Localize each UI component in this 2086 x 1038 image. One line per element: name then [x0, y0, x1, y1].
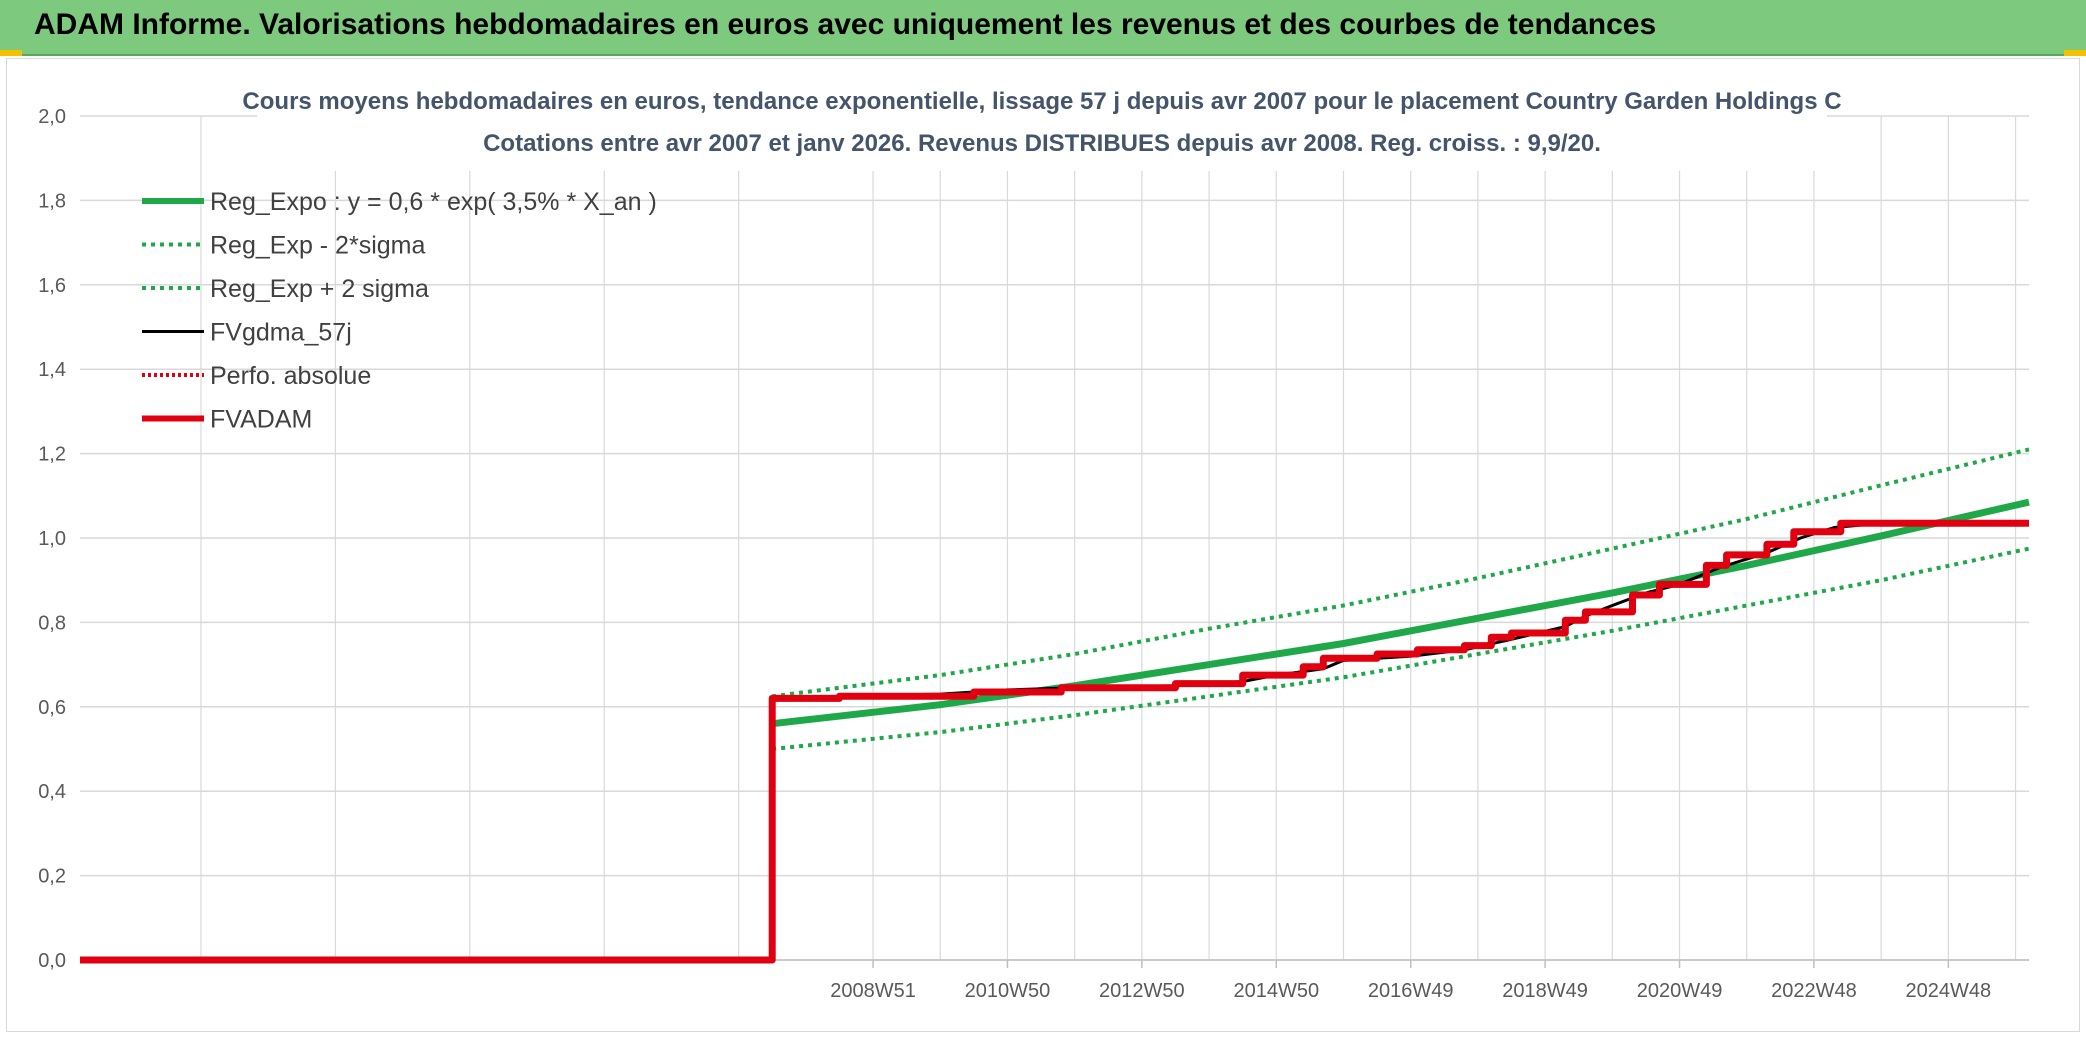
- report-title: ADAM Informe. Valorisations hebdomadaire…: [34, 8, 1657, 41]
- y-tick-label: 1,8: [38, 190, 66, 212]
- legend-label: Reg_Exp + 2 sigma: [210, 275, 429, 303]
- x-tick-label: 2014W50: [1233, 980, 1319, 1002]
- y-tick-label: 0,8: [38, 612, 66, 634]
- y-tick-label: 0,2: [38, 866, 66, 888]
- legend-label: Reg_Exp - 2*sigma: [210, 232, 425, 260]
- series-line-1: [771, 546, 2030, 751]
- y-tick-label: 2,0: [38, 106, 66, 128]
- y-tick-label: 0,6: [38, 697, 66, 719]
- x-tick-label: 2008W51: [830, 980, 916, 1002]
- x-tick-label: 2020W49: [1637, 980, 1723, 1002]
- report-header: ADAM Informe. Valorisations hebdomadaire…: [0, 0, 2086, 56]
- series-line-5: [80, 519, 2029, 964]
- y-tick-label: 1,2: [38, 444, 66, 466]
- chart-title: Cours moyens hebdomadaires en euros, ten…: [242, 88, 1841, 115]
- legend: Reg_Expo : y = 0,6 * exp( 3,5% * X_an ) R…: [142, 188, 657, 434]
- corner-mark-top-left: [0, 50, 22, 56]
- series-line-2: [771, 447, 2030, 699]
- series-line-0: [771, 498, 2030, 728]
- y-tick-label: 0,4: [38, 781, 66, 803]
- x-tick-label: 2010W50: [965, 980, 1051, 1002]
- corner-mark-top-right: [2064, 50, 2086, 56]
- legend-label: Reg_Expo : y = 0,6 * exp( 3,5% * X_an ): [210, 188, 657, 216]
- series-layer: [80, 447, 2030, 964]
- x-tick-label: 2022W48: [1771, 980, 1857, 1002]
- x-tick-label: 2018W49: [1502, 980, 1588, 1002]
- title-backdrop: [257, 65, 1827, 171]
- legend-label: FVgdma_57j: [210, 319, 352, 347]
- legend-label: Perfo. absolue: [210, 362, 371, 390]
- chart-frame: 0,0 0,2 0,4 0,6 0,8 1,0 1,2 1,4 1,6 1,8 2,0 2008W51…: [6, 58, 2080, 1032]
- x-tick-label: 2016W49: [1368, 980, 1454, 1002]
- legend-label: FVADAM: [210, 406, 312, 434]
- y-tick-label: 1,0: [38, 528, 66, 550]
- y-tick-label: 0,0: [38, 950, 66, 972]
- title-layer: Cours moyens hebdomadaires en euros, ten…: [242, 65, 1842, 171]
- axis-layer: 0,0 0,2 0,4 0,6 0,8 1,0 1,2 1,4 1,6 1,8 2,0 2008W51…: [38, 106, 2029, 1002]
- x-tick-label: 2012W50: [1099, 980, 1185, 1002]
- y-tick-label: 1,4: [38, 359, 66, 381]
- chart-subtitle: Cotations entre avr 2007 et janv 2026. R…: [483, 130, 1601, 157]
- series-line-3: [80, 521, 2029, 962]
- y-tick-label: 1,6: [38, 275, 66, 297]
- x-tick-label: 2024W48: [1906, 980, 1992, 1002]
- chart-svg: 0,0 0,2 0,4 0,6 0,8 1,0 1,2 1,4 1,6 1,8 2,0 2008W51…: [38, 65, 2030, 1002]
